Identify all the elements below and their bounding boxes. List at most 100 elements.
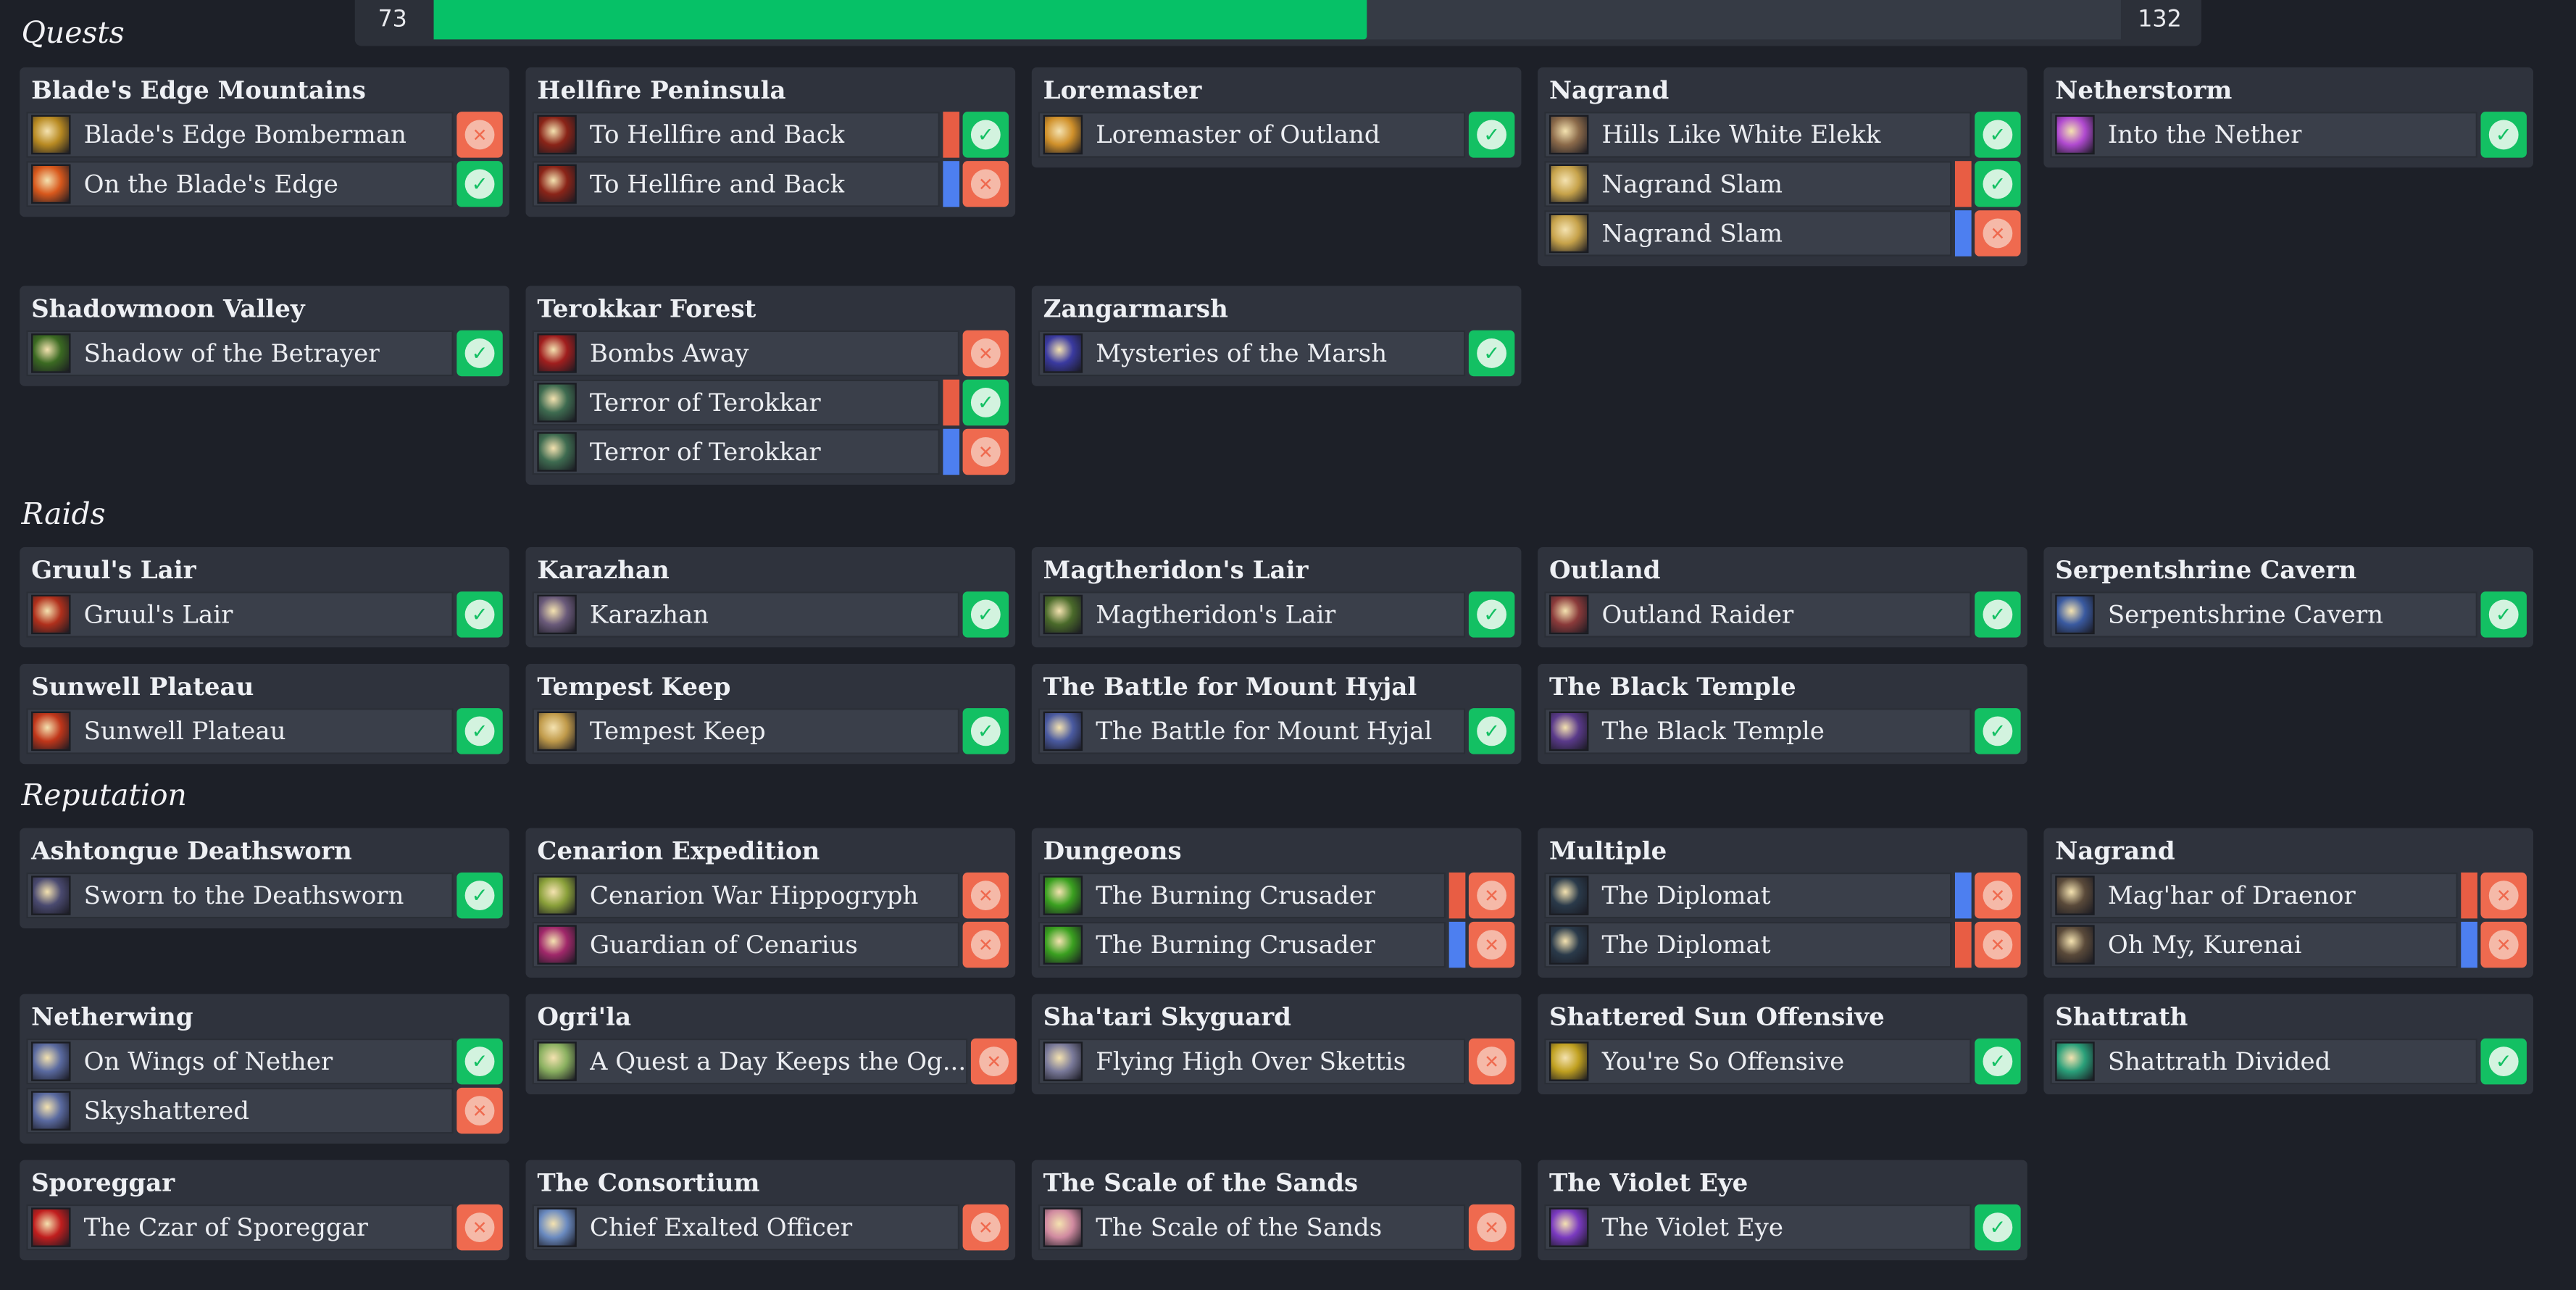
achievement-row[interactable]: To Hellfire and Back ✕ (532, 159, 1009, 209)
achievement-row[interactable]: Magtheridon's Lair ✓ (1038, 590, 1515, 639)
achievement-item[interactable]: The Diplomat (1544, 921, 1952, 968)
achievement-row[interactable]: Karazhan ✓ (532, 590, 1009, 639)
completed-status-button[interactable]: ✓ (1975, 1038, 2021, 1085)
completed-status-button[interactable]: ✓ (1975, 708, 2021, 754)
achievement-item[interactable]: Tempest Keep (532, 708, 960, 754)
incomplete-status-button[interactable]: ✕ (1468, 1038, 1515, 1085)
completed-status-button[interactable]: ✓ (2480, 591, 2527, 638)
completed-status-button[interactable]: ✓ (2480, 112, 2527, 158)
achievement-row[interactable]: Into the Nether ✓ (2050, 110, 2527, 159)
achievement-item[interactable]: Loremaster of Outland (1038, 112, 1466, 158)
completed-status-button[interactable]: ✓ (457, 591, 503, 638)
achievement-row[interactable]: Oh My, Kurenai ✕ (2050, 920, 2527, 970)
achievement-row[interactable]: To Hellfire and Back ✓ (532, 110, 1009, 159)
achievement-row[interactable]: Chief Exalted Officer ✕ (532, 1203, 1009, 1252)
achievement-item[interactable]: Serpentshrine Cavern (2050, 591, 2477, 638)
completed-status-button[interactable]: ✓ (1468, 708, 1515, 754)
incomplete-status-button[interactable]: ✕ (2480, 921, 2527, 968)
incomplete-status-button[interactable]: ✕ (1975, 872, 2021, 919)
incomplete-status-button[interactable]: ✕ (962, 161, 1009, 207)
incomplete-status-button[interactable]: ✕ (1975, 210, 2021, 257)
completed-status-button[interactable]: ✓ (1468, 330, 1515, 377)
achievement-item[interactable]: Mysteries of the Marsh (1038, 330, 1466, 377)
completed-status-button[interactable]: ✓ (2480, 1038, 2527, 1085)
achievement-row[interactable]: Terror of Terokkar ✕ (532, 427, 1009, 476)
achievement-row[interactable]: Terror of Terokkar ✓ (532, 378, 1009, 427)
completed-status-button[interactable]: ✓ (1975, 591, 2021, 638)
achievement-item[interactable]: The Burning Crusader (1038, 921, 1446, 968)
completed-status-button[interactable]: ✓ (962, 379, 1009, 426)
completed-status-button[interactable]: ✓ (1975, 161, 2021, 207)
incomplete-status-button[interactable]: ✕ (1975, 921, 2021, 968)
achievement-item[interactable]: Flying High Over Skettis (1038, 1038, 1466, 1085)
incomplete-status-button[interactable]: ✕ (1468, 1204, 1515, 1251)
incomplete-status-button[interactable]: ✕ (962, 872, 1009, 919)
incomplete-status-button[interactable]: ✕ (962, 921, 1009, 968)
achievement-item[interactable]: Outland Raider (1544, 591, 1972, 638)
achievement-row[interactable]: Loremaster of Outland ✓ (1038, 110, 1515, 159)
achievement-row[interactable]: Shadow of the Betrayer ✓ (26, 328, 503, 378)
incomplete-status-button[interactable]: ✕ (2480, 872, 2527, 919)
incomplete-status-button[interactable]: ✕ (1468, 872, 1515, 919)
achievement-item[interactable]: To Hellfire and Back (532, 112, 940, 158)
incomplete-status-button[interactable]: ✕ (457, 112, 503, 158)
achievement-item[interactable]: The Scale of the Sands (1038, 1204, 1466, 1251)
achievement-item[interactable]: Terror of Terokkar (532, 428, 940, 475)
achievement-item[interactable]: Nagrand Slam (1544, 210, 1952, 257)
achievement-row[interactable]: The Scale of the Sands ✕ (1038, 1203, 1515, 1252)
completed-status-button[interactable]: ✓ (1468, 591, 1515, 638)
achievement-row[interactable]: The Battle for Mount Hyjal ✓ (1038, 707, 1515, 756)
achievement-item[interactable]: Sworn to the Deathsworn (26, 872, 454, 919)
achievement-item[interactable]: A Quest a Day Keeps the Og... (532, 1038, 968, 1085)
achievement-row[interactable]: The Black Temple ✓ (1544, 707, 2021, 756)
incomplete-status-button[interactable]: ✕ (970, 1038, 1017, 1085)
achievement-row[interactable]: Cenarion War Hippogryph ✕ (532, 871, 1009, 920)
achievement-row[interactable]: Outland Raider ✓ (1544, 590, 2021, 639)
achievement-item[interactable]: Mag'har of Draenor (2050, 872, 2458, 919)
achievement-item[interactable]: Magtheridon's Lair (1038, 591, 1466, 638)
achievement-item[interactable]: Into the Nether (2050, 112, 2477, 158)
completed-status-button[interactable]: ✓ (962, 591, 1009, 638)
achievement-row[interactable]: The Czar of Sporeggar ✕ (26, 1203, 503, 1252)
completed-status-button[interactable]: ✓ (457, 161, 503, 207)
achievement-row[interactable]: Gruul's Lair ✓ (26, 590, 503, 639)
completed-status-button[interactable]: ✓ (457, 330, 503, 377)
completed-status-button[interactable]: ✓ (457, 872, 503, 919)
completed-status-button[interactable]: ✓ (962, 112, 1009, 158)
achievement-item[interactable]: The Black Temple (1544, 708, 1972, 754)
achievement-row[interactable]: Bombs Away ✕ (532, 328, 1009, 378)
achievement-item[interactable]: You're So Offensive (1544, 1038, 1972, 1085)
achievement-item[interactable]: Terror of Terokkar (532, 379, 940, 426)
achievement-row[interactable]: On Wings of Nether ✓ (26, 1037, 503, 1086)
achievement-item[interactable]: Cenarion War Hippogryph (532, 872, 960, 919)
achievement-item[interactable]: The Czar of Sporeggar (26, 1204, 454, 1251)
incomplete-status-button[interactable]: ✕ (962, 330, 1009, 377)
achievement-item[interactable]: Blade's Edge Bomberman (26, 112, 454, 158)
achievement-row[interactable]: The Violet Eye ✓ (1544, 1203, 2021, 1252)
achievement-item[interactable]: On Wings of Nether (26, 1038, 454, 1085)
achievement-row[interactable]: On the Blade's Edge ✓ (26, 159, 503, 209)
achievement-item[interactable]: Bombs Away (532, 330, 960, 377)
achievement-item[interactable]: The Violet Eye (1544, 1204, 1972, 1251)
incomplete-status-button[interactable]: ✕ (962, 1204, 1009, 1251)
achievement-item[interactable]: On the Blade's Edge (26, 161, 454, 207)
achievement-item[interactable]: Shattrath Divided (2050, 1038, 2477, 1085)
incomplete-status-button[interactable]: ✕ (962, 428, 1009, 475)
achievement-item[interactable]: Oh My, Kurenai (2050, 921, 2458, 968)
incomplete-status-button[interactable]: ✕ (457, 1204, 503, 1251)
achievement-item[interactable]: The Burning Crusader (1038, 872, 1446, 919)
achievement-row[interactable]: Mysteries of the Marsh ✓ (1038, 328, 1515, 378)
achievement-row[interactable]: The Burning Crusader ✕ (1038, 920, 1515, 970)
achievement-row[interactable]: You're So Offensive ✓ (1544, 1037, 2021, 1086)
achievement-item[interactable]: Sunwell Plateau (26, 708, 454, 754)
achievement-row[interactable]: Flying High Over Skettis ✕ (1038, 1037, 1515, 1086)
achievement-row[interactable]: The Burning Crusader ✕ (1038, 871, 1515, 920)
completed-status-button[interactable]: ✓ (457, 1038, 503, 1085)
achievement-row[interactable]: Serpentshrine Cavern ✓ (2050, 590, 2527, 639)
achievement-item[interactable]: Hills Like White Elekk (1544, 112, 1972, 158)
completed-status-button[interactable]: ✓ (1975, 1204, 2021, 1251)
achievement-row[interactable]: Sunwell Plateau ✓ (26, 707, 503, 756)
achievement-row[interactable]: A Quest a Day Keeps the Og... ✕ (532, 1037, 1017, 1086)
achievement-item[interactable]: Nagrand Slam (1544, 161, 1952, 207)
achievement-item[interactable]: Chief Exalted Officer (532, 1204, 960, 1251)
